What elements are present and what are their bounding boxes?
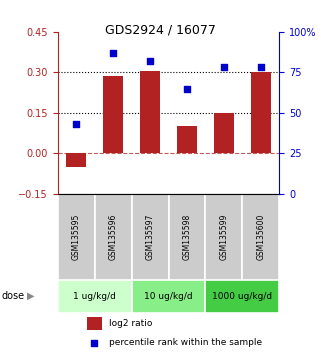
Point (74, 121, 79, 127)
Bar (242, 194, 279, 280)
Bar (251, 72, 271, 153)
Point (221, 65, 226, 70)
Bar (214, 113, 234, 153)
Point (258, 65, 263, 70)
Bar (66, 153, 86, 167)
Bar (103, 76, 123, 153)
Bar (132, 280, 205, 313)
Text: GSM135598: GSM135598 (182, 213, 192, 260)
Bar (177, 126, 197, 153)
Text: log2 ratio: log2 ratio (109, 319, 152, 328)
Point (110, 50, 116, 56)
Bar (58, 280, 132, 313)
Text: GSM135599: GSM135599 (219, 213, 229, 260)
Text: ▶: ▶ (27, 291, 35, 301)
Text: dose: dose (2, 291, 25, 301)
Text: 10 ug/kg/d: 10 ug/kg/d (144, 292, 193, 301)
Bar (169, 194, 205, 280)
Text: GSM135595: GSM135595 (72, 213, 81, 260)
Bar (58, 194, 95, 280)
Point (184, 86, 189, 91)
Point (92, 340, 97, 346)
Text: 1 ug/kg/d: 1 ug/kg/d (73, 292, 116, 301)
Text: GSM135600: GSM135600 (256, 213, 265, 260)
Text: 1000 ug/kg/d: 1000 ug/kg/d (212, 292, 273, 301)
Text: GSM135597: GSM135597 (145, 213, 155, 260)
Bar (87, 318, 102, 330)
Bar (140, 71, 160, 153)
Bar (205, 194, 242, 280)
Bar (95, 194, 132, 280)
Bar (205, 280, 279, 313)
Point (147, 58, 153, 64)
Text: GSM135596: GSM135596 (108, 213, 118, 260)
Bar (132, 194, 169, 280)
Text: GDS2924 / 16077: GDS2924 / 16077 (105, 23, 216, 36)
Text: percentile rank within the sample: percentile rank within the sample (109, 338, 262, 347)
